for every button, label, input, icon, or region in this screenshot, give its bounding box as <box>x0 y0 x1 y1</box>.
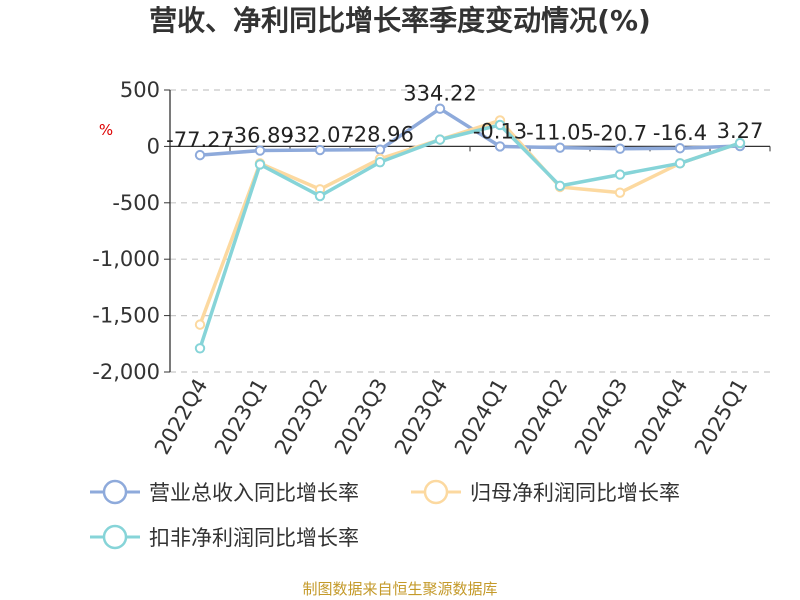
data-label: -77.27 <box>166 128 234 152</box>
data-label: -32.07 <box>286 123 354 147</box>
y-tick-label: 0 <box>147 134 160 158</box>
x-tick-label: 2024Q3 <box>570 375 632 459</box>
x-axis-ticks: 2022Q42023Q12023Q22023Q32023Q42024Q12024… <box>150 146 771 459</box>
data-point <box>614 187 626 198</box>
data-point <box>614 169 626 180</box>
x-tick-label: 2023Q2 <box>270 375 332 459</box>
data-point <box>494 141 506 152</box>
y-tick-label: 500 <box>120 78 160 102</box>
data-point <box>194 149 206 161</box>
data-point <box>254 145 266 156</box>
data-label: -0.13 <box>473 119 527 143</box>
data-label: 334.22 <box>403 82 476 106</box>
legend-swatch-marker <box>102 479 128 505</box>
source-note: 制图数据来自恒生聚源数据库 <box>302 580 497 598</box>
data-point <box>554 142 566 153</box>
y-tick-label: -500 <box>112 191 160 215</box>
legend-label: 归母净利润同比增长率 <box>470 481 680 505</box>
data-label: -28.96 <box>346 123 414 147</box>
data-point <box>434 103 446 114</box>
grid-lines <box>170 89 770 373</box>
x-tick-label: 2022Q4 <box>150 375 212 459</box>
y-unit-label: % <box>99 121 113 139</box>
y-tick-label: -1,000 <box>92 247 160 271</box>
series-line <box>198 118 741 326</box>
x-tick-label: 2023Q4 <box>390 375 452 459</box>
y-tick-label: -1,500 <box>92 304 160 328</box>
y-tick-label: -2,000 <box>92 360 160 384</box>
data-point <box>254 159 266 170</box>
x-tick-label: 2023Q1 <box>210 375 272 459</box>
legend-label: 营业总收入同比增长率 <box>149 481 359 505</box>
data-point <box>194 319 206 330</box>
data-label: -20.7 <box>593 122 647 146</box>
legend-label: 扣非净利润同比增长率 <box>149 526 359 550</box>
x-tick-label: 2023Q3 <box>330 375 392 459</box>
data-label: -16.4 <box>653 121 707 145</box>
data-label: -36.89 <box>226 124 294 148</box>
legend-swatch-marker <box>423 479 449 505</box>
data-point <box>434 134 446 145</box>
x-tick-label: 2025Q1 <box>690 375 752 459</box>
data-point <box>494 119 506 131</box>
y-axis-ticks: 500 0 -500 -1,000 -1,500 -2,000 <box>92 78 170 384</box>
series-line <box>199 106 741 157</box>
data-point <box>194 343 206 354</box>
data-point <box>674 143 686 154</box>
x-tick-label: 2024Q2 <box>510 375 572 459</box>
data-point <box>614 143 626 154</box>
x-tick-label: 2024Q4 <box>630 375 692 459</box>
data-point <box>374 156 386 168</box>
chart-title: 营收、净利同比增长率季度变动情况(%) <box>149 4 651 37</box>
series-line <box>198 123 741 349</box>
data-labels: -77.27-36.89-32.07-28.96 334.22 -0.13-11.0… <box>166 82 763 152</box>
data-point <box>314 190 326 202</box>
series-group <box>194 103 746 354</box>
data-label: -11.05 <box>526 121 594 145</box>
data-point <box>314 144 326 156</box>
data-point <box>734 137 746 149</box>
data-label: 3.27 <box>717 119 764 143</box>
data-point <box>374 144 386 155</box>
data-point <box>554 180 566 192</box>
x-tick-label: 2024Q1 <box>450 375 512 459</box>
legend-swatch-marker <box>102 524 128 550</box>
data-point <box>674 158 686 169</box>
